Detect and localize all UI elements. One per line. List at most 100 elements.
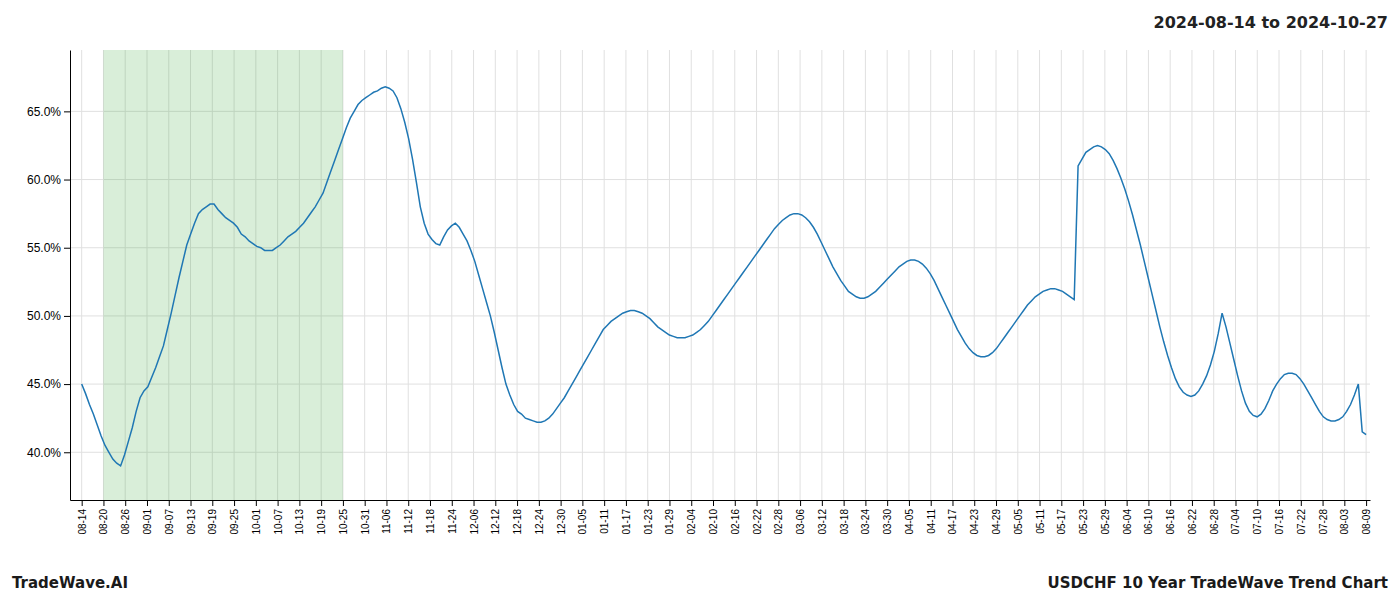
x-tick-mark — [844, 500, 845, 506]
x-tick-mark — [278, 500, 279, 506]
grid-line-x — [1104, 50, 1105, 500]
x-tick-mark — [539, 500, 540, 506]
y-tick-mark — [64, 452, 70, 453]
y-tick: 55.0% — [27, 241, 70, 255]
x-tick: 03-30 — [882, 500, 893, 535]
grid-line-x — [843, 50, 844, 500]
x-tick: 03-18 — [839, 500, 850, 535]
x-tick-mark — [321, 500, 322, 506]
x-tick: 09-19 — [207, 500, 218, 535]
x-tick-label: 12-30 — [556, 509, 567, 535]
grid-line-x — [778, 50, 779, 500]
grid-line-x — [1322, 50, 1323, 500]
x-tick-label: 05-23 — [1078, 509, 1089, 535]
x-tick-mark — [517, 500, 518, 506]
x-tick-label: 02-16 — [730, 509, 741, 535]
x-tick: 10-01 — [251, 500, 262, 535]
grid-line-x — [538, 50, 539, 500]
x-tick: 05-11 — [1035, 500, 1046, 534]
x-tick: 09-07 — [164, 500, 175, 535]
x-tick: 05-05 — [1013, 500, 1024, 535]
grid-line-x — [582, 50, 583, 500]
x-tick-mark — [757, 500, 758, 506]
x-tick-label: 12-06 — [469, 509, 480, 535]
x-tick-mark — [669, 500, 670, 506]
x-tick-label: 10-25 — [338, 509, 349, 535]
x-tick-mark — [778, 500, 779, 506]
x-tick-label: 01-23 — [643, 509, 654, 535]
x-tick-mark — [1323, 500, 1324, 506]
grid-line-x — [691, 50, 692, 500]
x-tick-mark — [800, 500, 801, 506]
x-tick: 10-07 — [273, 500, 284, 535]
x-tick: 04-05 — [904, 500, 915, 535]
chart: 08-1408-2008-2609-0109-0709-1309-1909-25… — [0, 0, 1400, 600]
grid-line-x — [908, 50, 909, 500]
x-tick-mark — [822, 500, 823, 506]
line — [82, 87, 1366, 466]
grid-line-x — [495, 50, 496, 500]
x-tick: 09-01 — [142, 500, 153, 535]
x-tick-mark — [1301, 500, 1302, 506]
x-tick: 09-13 — [186, 500, 197, 535]
x-tick-label: 09-25 — [229, 509, 240, 535]
x-tick: 12-30 — [556, 500, 567, 535]
x-tick: 09-25 — [229, 500, 240, 535]
x-tick-mark — [735, 500, 736, 506]
grid-line-x — [1235, 50, 1236, 500]
x-tick-mark — [1192, 500, 1193, 506]
grid-line-x — [1061, 50, 1062, 500]
x-tick: 12-24 — [534, 500, 545, 535]
grid-line-x — [429, 50, 430, 500]
x-tick: 05-17 — [1056, 500, 1067, 535]
x-tick-label: 06-16 — [1165, 509, 1176, 535]
x-axis-line — [71, 500, 1371, 501]
grid-line-x — [756, 50, 757, 500]
grid-line-x — [1344, 50, 1345, 500]
x-tick-mark — [147, 500, 148, 506]
y-tick: 40.0% — [27, 446, 70, 460]
x-tick: 10-25 — [338, 500, 349, 535]
x-tick-label: 09-19 — [207, 509, 218, 535]
x-tick-mark — [256, 500, 257, 506]
x-tick-mark — [343, 500, 344, 506]
x-tick-mark — [495, 500, 496, 506]
x-tick: 08-14 — [77, 500, 88, 535]
x-tick: 10-19 — [316, 500, 327, 535]
x-tick: 06-22 — [1187, 500, 1198, 535]
x-tick-mark — [1214, 500, 1215, 506]
y-axis: 40.0%45.0%50.0%55.0%60.0%65.0% — [27, 51, 71, 501]
x-tick-label: 03-30 — [882, 509, 893, 535]
x-tick-mark — [691, 500, 692, 506]
x-tick-mark — [1061, 500, 1062, 506]
x-tick: 03-12 — [817, 500, 828, 535]
y-tick-label: 45.0% — [27, 377, 61, 391]
x-tick-label: 11-18 — [425, 509, 436, 534]
x-tick-mark — [1148, 500, 1149, 506]
grid-line-x — [1213, 50, 1214, 500]
grid-line-x — [800, 50, 801, 500]
grid-line-x — [713, 50, 714, 500]
x-tick-label: 01-05 — [577, 509, 588, 535]
x-tick-mark — [365, 500, 366, 506]
x-tick-label: 04-05 — [904, 509, 915, 535]
grid-line-x — [887, 50, 888, 500]
x-tick-mark — [386, 500, 387, 506]
x-tick: 02-10 — [708, 500, 719, 535]
x-tick-label: 05-11 — [1035, 509, 1046, 534]
grid-line-x — [1257, 50, 1258, 500]
grid-line-x — [1366, 50, 1367, 500]
x-tick-mark — [1127, 500, 1128, 506]
grid-line-x — [974, 50, 975, 500]
grid-line-x — [1300, 50, 1301, 500]
x-tick-label: 07-28 — [1318, 509, 1329, 535]
x-tick-label: 07-10 — [1252, 509, 1263, 535]
x-tick: 01-11 — [599, 500, 610, 534]
grid-line-x — [865, 50, 866, 500]
y-tick-label: 40.0% — [27, 446, 61, 460]
y-tick-mark — [64, 384, 70, 385]
x-tick-mark — [713, 500, 714, 506]
grid-line-x — [1191, 50, 1192, 500]
title: 2024-08-14 to 2024-10-27 — [1154, 13, 1388, 32]
y-axis-line — [70, 51, 71, 501]
